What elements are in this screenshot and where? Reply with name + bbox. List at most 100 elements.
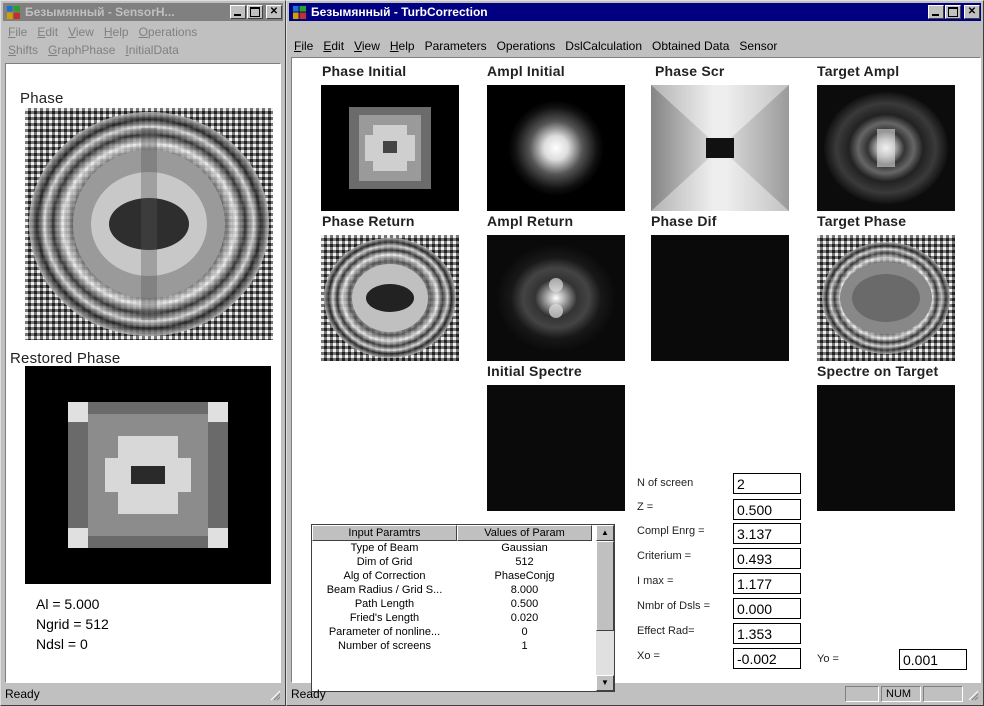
label-criterium: Criterium = xyxy=(637,550,692,562)
menu-file[interactable]: File xyxy=(8,25,28,39)
label-imax: I max = xyxy=(637,575,674,587)
compl-enrg-field[interactable]: 3.137 xyxy=(733,523,801,544)
menu-parameters[interactable]: Parameters xyxy=(424,39,487,53)
table-row[interactable]: Parameter of nonline... 0 xyxy=(312,625,614,639)
param-value: 512 xyxy=(515,556,534,568)
sensor-client-area: Phase Restored Phase Al = 5.000 Ngrid = … xyxy=(5,63,281,683)
table-row[interactable]: Number of screens 1 xyxy=(312,639,614,653)
table-row[interactable]: Type of Beam Gaussian xyxy=(312,541,614,555)
phase-label: Phase xyxy=(20,90,64,107)
label-n-screen: N of screen xyxy=(637,477,694,489)
resize-grip-icon[interactable] xyxy=(967,689,979,701)
menu-dslcalculation[interactable]: DslCalculation xyxy=(565,39,642,53)
table-row[interactable]: Beam Radius / Grid S... 8.000 xyxy=(312,583,614,597)
info-ndsl: Ndsl = 0 xyxy=(36,636,88,652)
menu-help[interactable]: Help xyxy=(389,39,415,53)
sensor-title-bar[interactable]: Безымянный - SensorH... ✕ xyxy=(3,3,283,21)
restored-phase-image xyxy=(25,366,271,584)
param-table-scrollbar[interactable]: ▲ ▼ xyxy=(596,525,614,691)
menu-help[interactable]: Help xyxy=(103,25,129,39)
nmbr-dsls-field[interactable]: 0.000 xyxy=(733,598,801,619)
table-row[interactable]: Alg of Correction PhaseConjg xyxy=(312,569,614,583)
maximize-button[interactable] xyxy=(247,5,263,19)
label-phase-return: Phase Return xyxy=(322,213,415,229)
resize-grip-icon[interactable] xyxy=(269,689,281,701)
param-name: Alg of Correction xyxy=(343,570,426,582)
app-icon xyxy=(6,5,21,19)
param-table[interactable]: Input Paramtrs Values of Param Type of B… xyxy=(311,524,615,692)
param-name: Path Length xyxy=(354,598,415,610)
table-row[interactable]: Path Length 0.500 xyxy=(312,597,614,611)
maximize-button[interactable] xyxy=(945,5,961,19)
param-name: Type of Beam xyxy=(350,542,419,554)
label-phase-scr: Phase Scr xyxy=(655,63,725,79)
menu-file[interactable]: File xyxy=(294,39,314,53)
menu-edit[interactable]: Edit xyxy=(323,39,345,53)
initial-spectre-image xyxy=(487,385,625,511)
sensor-info: Al = 5.000 Ngrid = 512 Ndsl = 0 xyxy=(36,594,109,654)
menu-graphphase[interactable]: GraphPhase xyxy=(48,43,116,57)
menu-sensor[interactable]: Sensor xyxy=(739,39,778,53)
param-value: 0 xyxy=(521,626,528,638)
sensor-status-bar: Ready xyxy=(3,685,283,703)
target-phase-image xyxy=(817,235,955,361)
status-panel-empty xyxy=(845,686,879,702)
n-screen-field[interactable]: 2 xyxy=(733,473,801,494)
menu-view[interactable]: View xyxy=(354,39,380,53)
phase-dif-image xyxy=(651,235,789,361)
phase-image xyxy=(25,108,273,340)
param-name: Dim of Grid xyxy=(356,556,413,568)
param-name: Parameter of nonline... xyxy=(328,626,441,638)
label-phase-initial: Phase Initial xyxy=(322,63,407,79)
param-value: 1 xyxy=(521,640,528,652)
status-text: Ready xyxy=(5,687,40,701)
param-name: Beam Radius / Grid S... xyxy=(326,584,443,596)
sensor-title: Безымянный - SensorH... xyxy=(25,5,175,19)
yo-field[interactable]: 0.001 xyxy=(899,649,967,670)
table-row[interactable]: Fried's Length 0.020 xyxy=(312,611,614,625)
param-value: 8.000 xyxy=(510,584,539,596)
z-field[interactable]: 0.500 xyxy=(733,499,801,520)
info-al: Al = 5.000 xyxy=(36,596,100,612)
sensor-menu-bar: File Edit View Help Operations xyxy=(3,23,283,41)
spectre-target-image xyxy=(817,385,955,511)
status-panel-empty-2 xyxy=(923,686,963,702)
effect-rad-field[interactable]: 1.353 xyxy=(733,623,801,644)
table-row[interactable]: Dim of Grid 512 xyxy=(312,555,614,569)
scroll-thumb[interactable] xyxy=(596,541,614,631)
menu-operations[interactable]: Operations xyxy=(138,25,198,39)
menu-initialdata[interactable]: InitialData xyxy=(125,43,179,57)
label-nmbr-dsls: Nmbr of Dsls = xyxy=(637,600,711,612)
turb-title-bar[interactable]: Безымянный - TurbCorrection ✕ xyxy=(289,3,981,21)
param-value: Gaussian xyxy=(501,542,548,554)
menu-obtained-data[interactable]: Obtained Data xyxy=(652,39,730,53)
ampl-initial-image xyxy=(487,85,625,211)
close-button[interactable]: ✕ xyxy=(964,5,980,19)
scroll-down-icon[interactable]: ▼ xyxy=(596,675,614,691)
imax-field[interactable]: 1.177 xyxy=(733,573,801,594)
param-value: PhaseConjg xyxy=(494,570,555,582)
minimize-button[interactable] xyxy=(928,5,944,19)
label-z: Z = xyxy=(637,501,654,513)
menu-operations[interactable]: Operations xyxy=(496,39,556,53)
header-values[interactable]: Values of Param xyxy=(457,525,592,541)
label-effect-rad: Effect Rad= xyxy=(637,625,695,637)
param-table-header: Input Paramtrs Values of Param xyxy=(312,525,614,541)
menu-shifts[interactable]: Shifts xyxy=(8,43,39,57)
status-text: Ready xyxy=(291,687,326,701)
minimize-button[interactable] xyxy=(230,5,246,19)
param-value: 0.500 xyxy=(510,598,539,610)
phase-return-image xyxy=(321,235,459,361)
status-num: NUM xyxy=(881,686,921,702)
xo-field[interactable]: -0.002 xyxy=(733,648,801,669)
scroll-up-icon[interactable]: ▲ xyxy=(596,525,614,541)
header-input-params[interactable]: Input Paramtrs xyxy=(312,525,457,541)
menu-view[interactable]: View xyxy=(68,25,94,39)
close-button[interactable]: ✕ xyxy=(266,5,282,19)
criterium-field[interactable]: 0.493 xyxy=(733,548,801,569)
turbcorrection-window: Безымянный - TurbCorrection ✕ File Edit … xyxy=(286,0,984,706)
menu-edit[interactable]: Edit xyxy=(37,25,59,39)
phase-scr-image xyxy=(651,85,789,211)
label-target-ampl: Target Ampl xyxy=(817,63,900,79)
info-ngrid: Ngrid = 512 xyxy=(36,616,109,632)
